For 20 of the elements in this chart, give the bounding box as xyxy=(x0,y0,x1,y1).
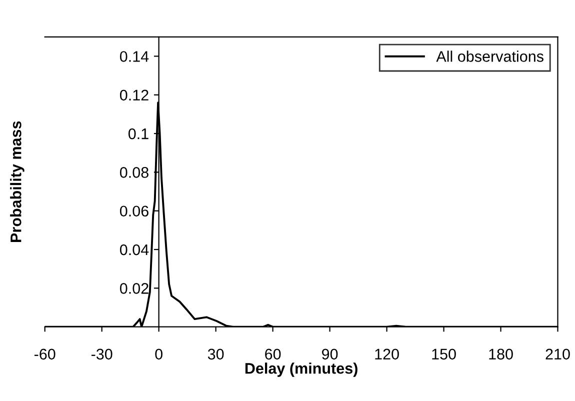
x-tick-label: 180 xyxy=(489,348,513,360)
y-tick-label: 0.08 xyxy=(120,167,148,178)
y-tick-label: 0.02 xyxy=(120,283,148,294)
y-tick-label: 0.04 xyxy=(120,244,149,256)
y-tick-label: 0.14 xyxy=(120,51,149,62)
x-tick-label: 120 xyxy=(375,348,399,360)
x-tick-label: 30 xyxy=(208,348,224,360)
x-axis-title: Delay (minutes) xyxy=(245,362,358,377)
x-tick-label: -60 xyxy=(34,348,56,360)
legend-label: All observations xyxy=(436,50,544,62)
y-axis-title: Probability mass xyxy=(10,121,24,242)
x-tick-label: 150 xyxy=(432,348,456,360)
x-tick-label: 60 xyxy=(265,348,281,360)
y-tick-label: 0.12 xyxy=(120,90,148,101)
x-tick-label: 210 xyxy=(546,348,570,360)
y-tick-label: 0.1 xyxy=(128,128,148,140)
x-tick-label: -30 xyxy=(91,348,112,360)
x-tick-label: 0 xyxy=(155,348,162,360)
x-tick-label: 90 xyxy=(322,348,338,360)
y-tick-label: 0.06 xyxy=(120,206,148,217)
